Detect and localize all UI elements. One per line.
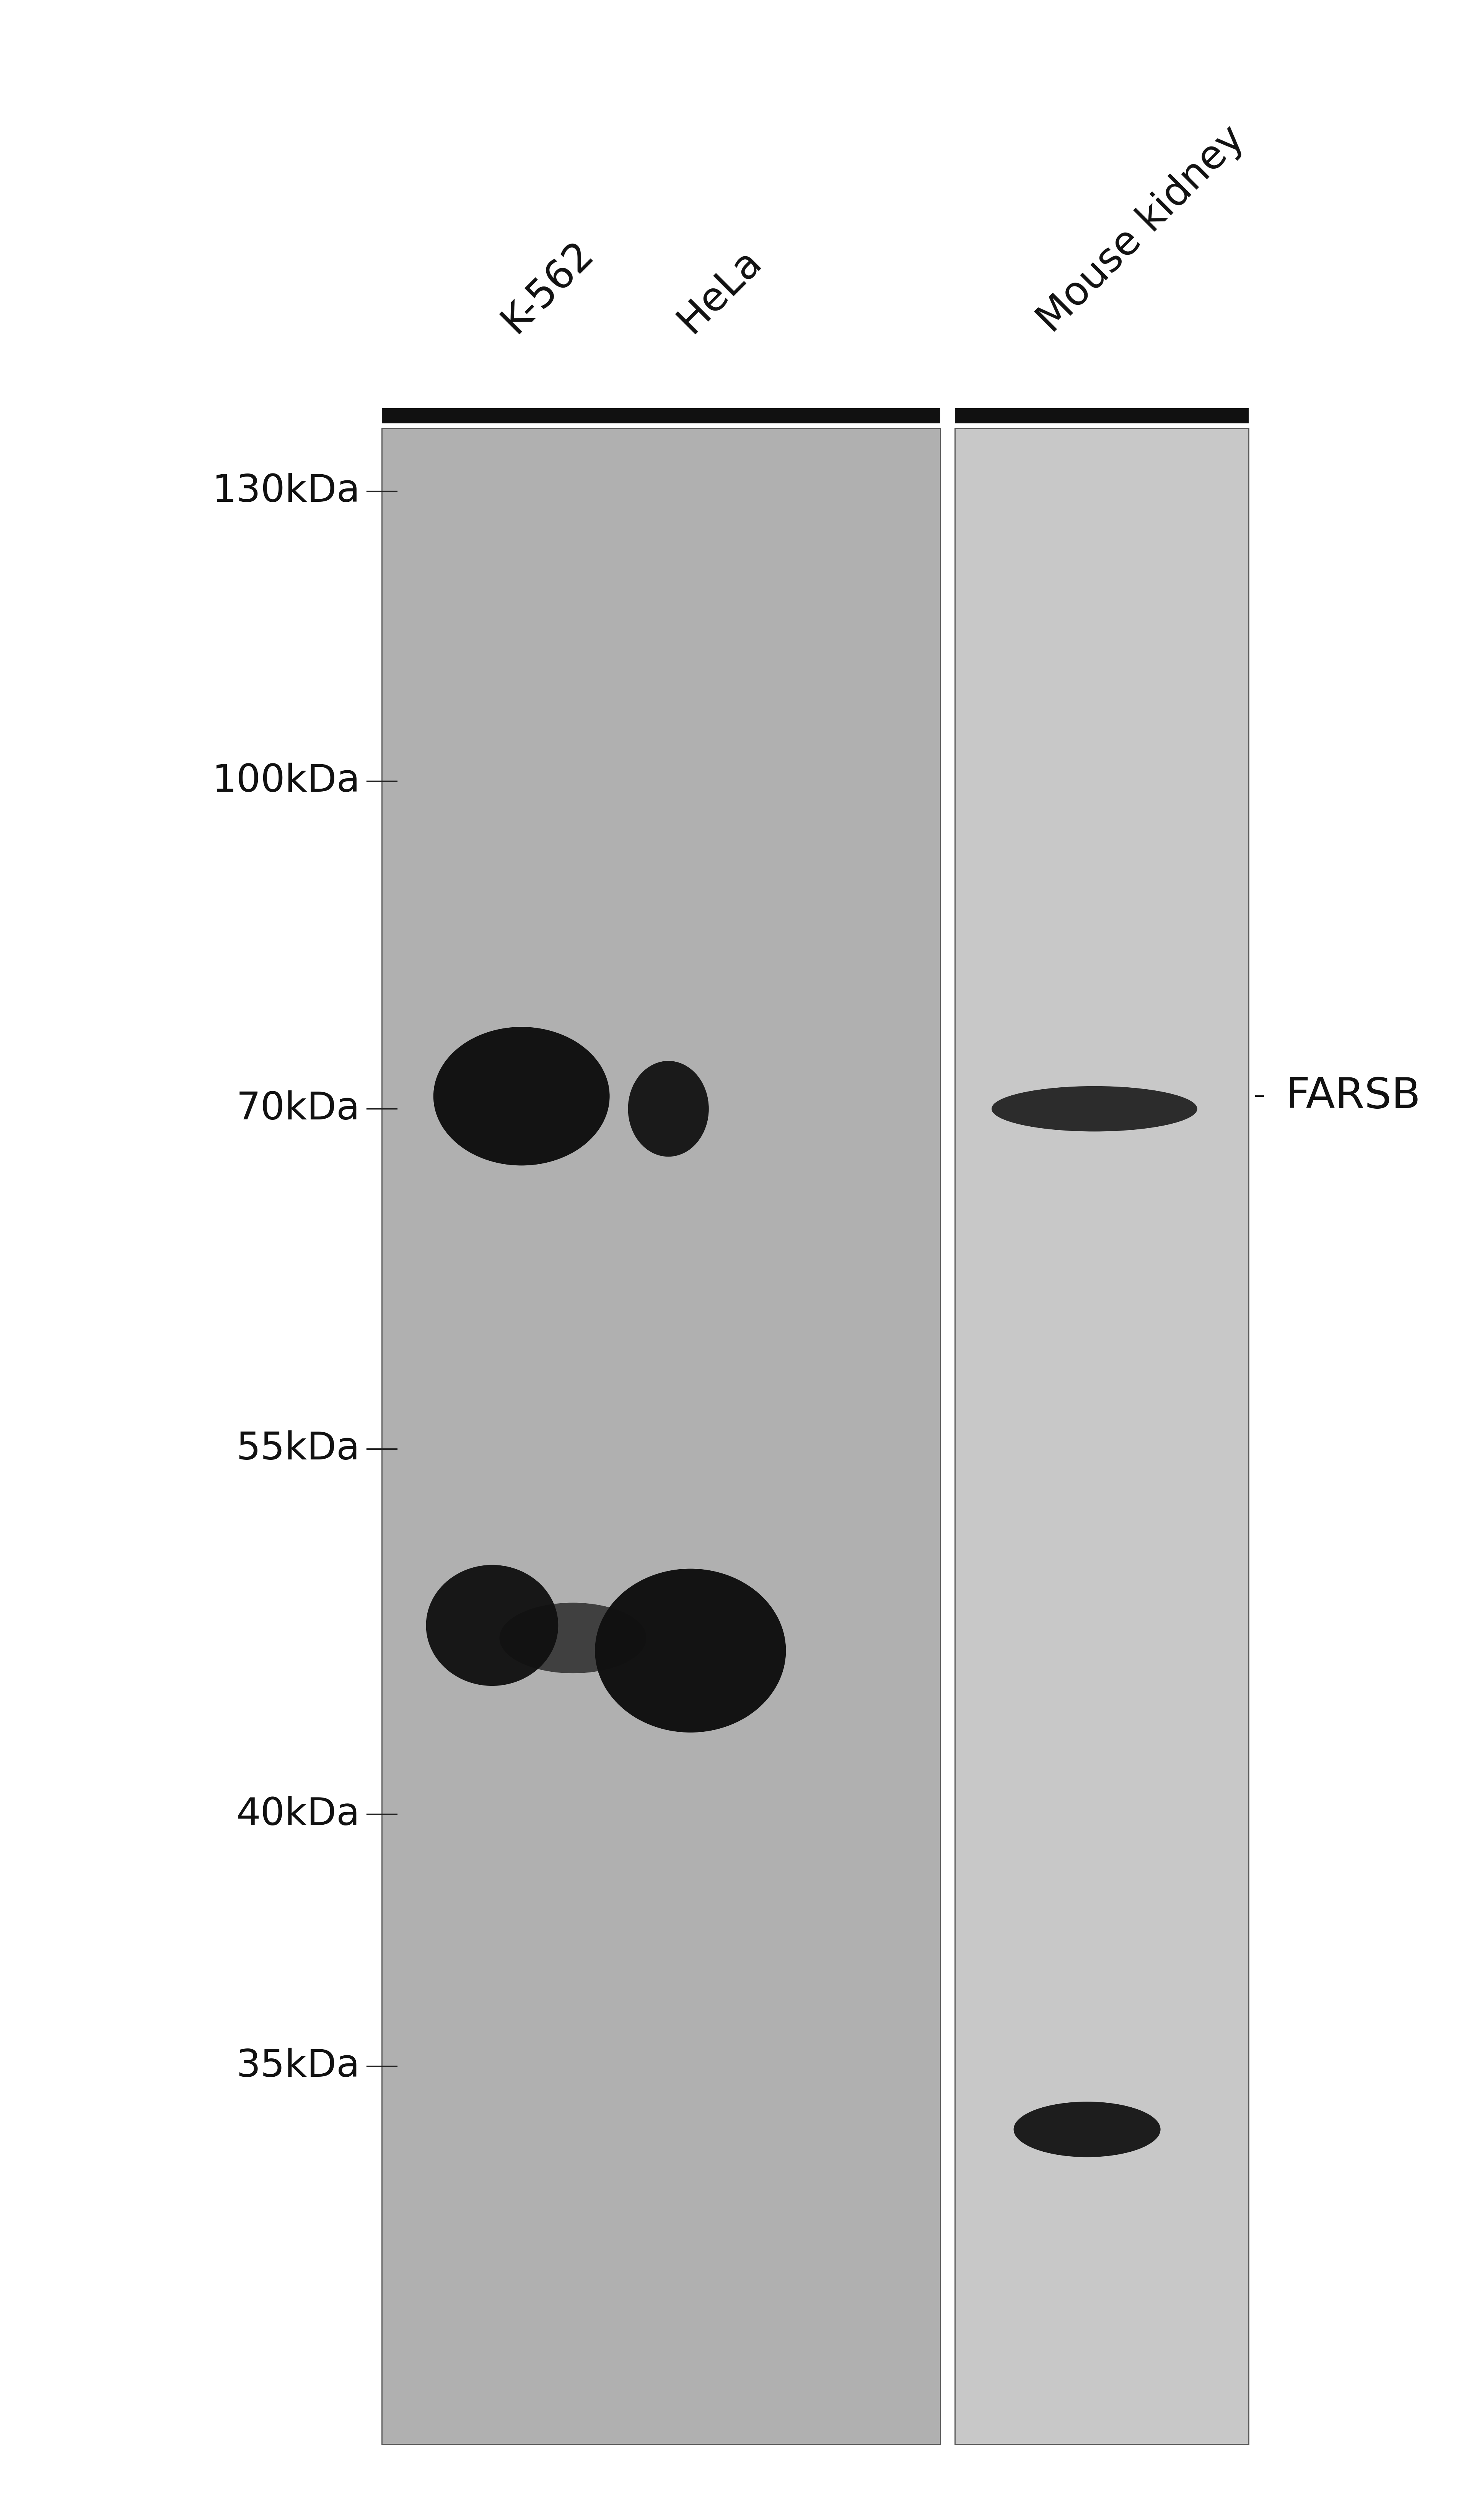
Ellipse shape bbox=[426, 1565, 558, 1686]
Text: FARSB: FARSB bbox=[1285, 1076, 1421, 1116]
Ellipse shape bbox=[992, 1086, 1197, 1131]
Ellipse shape bbox=[595, 1567, 786, 1734]
Text: Mouse kidney: Mouse kidney bbox=[1030, 118, 1252, 340]
Bar bbox=[955, 408, 1249, 423]
Ellipse shape bbox=[499, 1603, 646, 1673]
Ellipse shape bbox=[1014, 2102, 1161, 2157]
Text: 35kDa: 35kDa bbox=[237, 2049, 360, 2084]
Bar bbox=[382, 408, 940, 423]
Bar bbox=[382, 428, 940, 2444]
Text: 100kDa: 100kDa bbox=[212, 764, 360, 799]
Text: 70kDa: 70kDa bbox=[237, 1091, 360, 1126]
Text: 55kDa: 55kDa bbox=[237, 1431, 360, 1467]
Ellipse shape bbox=[629, 1061, 708, 1157]
Text: K-562: K-562 bbox=[494, 234, 601, 340]
Bar bbox=[955, 428, 1249, 2444]
Bar bbox=[955, 428, 1249, 2444]
Ellipse shape bbox=[433, 1028, 610, 1164]
Text: HeLa: HeLa bbox=[670, 242, 770, 340]
Text: 130kDa: 130kDa bbox=[212, 474, 360, 509]
Text: 40kDa: 40kDa bbox=[237, 1797, 360, 1832]
Bar bbox=[382, 428, 940, 2444]
